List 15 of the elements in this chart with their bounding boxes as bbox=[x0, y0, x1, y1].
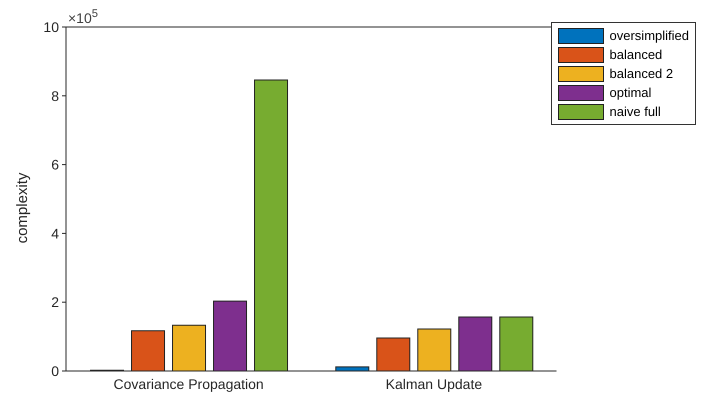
legend-label: optimal bbox=[610, 85, 652, 100]
legend-label: balanced bbox=[610, 47, 662, 62]
y-axis-title: complexity bbox=[14, 172, 31, 244]
legend-label: balanced 2 bbox=[610, 66, 674, 81]
y-tick-label: 2 bbox=[51, 294, 60, 310]
y-tick-label: 10 bbox=[43, 18, 60, 35]
text: ×10$^{5}$ bbox=[68, 8, 98, 26]
y-tick-label: 4 bbox=[51, 225, 60, 242]
y-tick-label: 6 bbox=[51, 156, 60, 173]
x-tick-label: Kalman Update bbox=[386, 376, 482, 392]
x-tick-label: Covariance Propagation bbox=[114, 376, 264, 392]
y-tick-label: 8 bbox=[51, 88, 60, 104]
legend-label: oversimplified bbox=[610, 28, 689, 43]
legend-label: naive full bbox=[610, 104, 661, 119]
y-tick-label: 0 bbox=[51, 362, 60, 379]
